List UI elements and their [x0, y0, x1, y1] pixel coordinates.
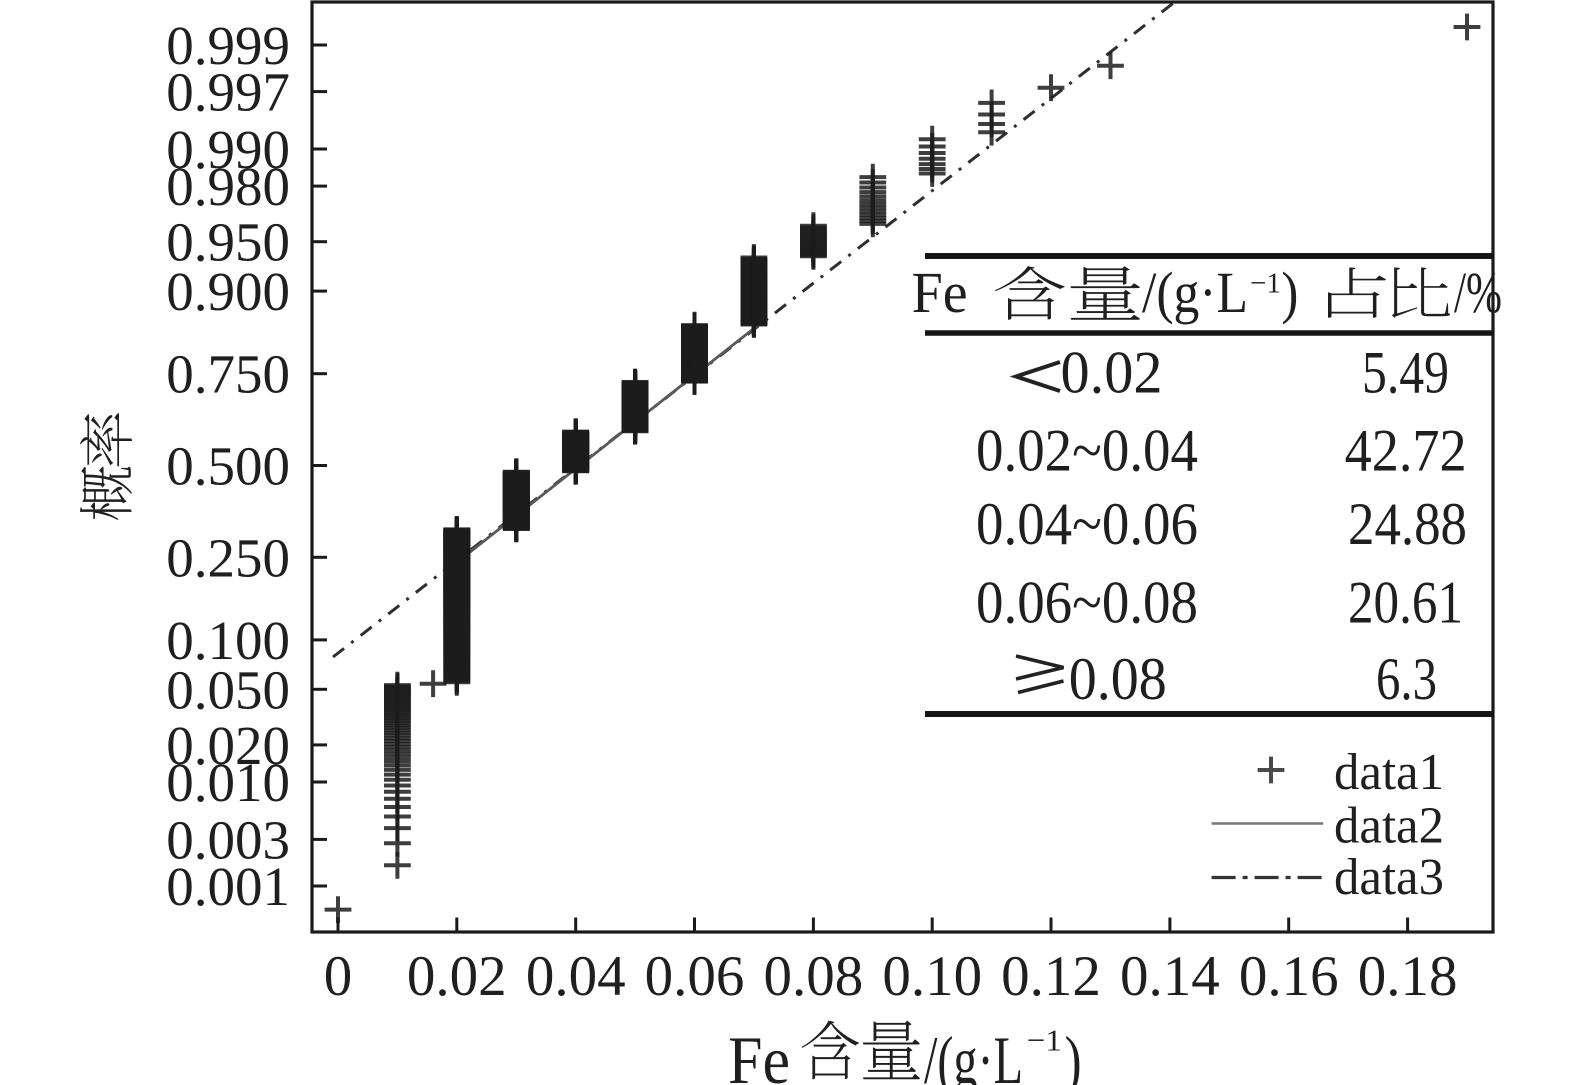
svg-text:/%: /%	[1454, 260, 1502, 325]
svg-text:0.04: 0.04	[526, 945, 626, 1008]
svg-text:0.950: 0.950	[166, 212, 290, 273]
svg-text:0.750: 0.750	[166, 344, 290, 405]
svg-text:0.12: 0.12	[1001, 945, 1101, 1008]
svg-text:0.003: 0.003	[166, 809, 290, 870]
svg-text:0.10: 0.10	[882, 945, 982, 1008]
svg-text:): )	[1065, 1022, 1082, 1085]
svg-text:0.02: 0.02	[407, 945, 507, 1008]
svg-text:0.08: 0.08	[764, 945, 864, 1008]
svg-text:−1: −1	[1250, 268, 1281, 300]
svg-text:0.08: 0.08	[1069, 646, 1167, 712]
svg-text:0.500: 0.500	[166, 436, 290, 497]
svg-text:0.999: 0.999	[166, 15, 290, 76]
svg-text:0.980: 0.980	[166, 156, 290, 217]
svg-text:0.14: 0.14	[1120, 945, 1220, 1008]
svg-text:0.020: 0.020	[166, 715, 290, 776]
svg-text:0.010: 0.010	[166, 752, 290, 813]
svg-text:0.001: 0.001	[166, 856, 290, 917]
svg-text:0.04~0.06: 0.04~0.06	[976, 491, 1198, 557]
svg-text:42.72: 42.72	[1345, 418, 1467, 484]
svg-text:0.18: 0.18	[1358, 945, 1458, 1008]
svg-text:0.06~0.08: 0.06~0.08	[976, 570, 1198, 636]
svg-text:data3: data3	[1334, 849, 1444, 906]
svg-text:): )	[1281, 260, 1298, 325]
svg-text:0.16: 0.16	[1239, 945, 1339, 1008]
svg-text:5.49: 5.49	[1362, 340, 1449, 406]
svg-text:0.990: 0.990	[166, 119, 290, 180]
svg-text:−1: −1	[1027, 1023, 1062, 1058]
svg-text:6.3: 6.3	[1376, 646, 1437, 712]
svg-text:data2: data2	[1334, 798, 1444, 855]
svg-text:0: 0	[324, 945, 353, 1008]
svg-text:Fe: Fe	[912, 260, 968, 325]
svg-text:20.61: 20.61	[1348, 570, 1463, 636]
svg-text:/(g·L: /(g·L	[924, 1022, 1023, 1085]
svg-text:0.997: 0.997	[166, 62, 290, 123]
svg-text:data1: data1	[1334, 744, 1444, 801]
svg-text:24.88: 24.88	[1348, 491, 1467, 557]
svg-text:Fe: Fe	[728, 1022, 790, 1085]
svg-text:0.100: 0.100	[166, 610, 290, 671]
svg-text:/(g·L: /(g·L	[1142, 260, 1248, 325]
svg-text:0.02~0.04: 0.02~0.04	[976, 418, 1198, 484]
svg-text:0.02: 0.02	[1061, 340, 1163, 406]
svg-text:0.900: 0.900	[166, 261, 290, 322]
svg-text:0.250: 0.250	[166, 527, 290, 588]
svg-text:0.050: 0.050	[166, 659, 290, 720]
svg-text:0.06: 0.06	[645, 945, 745, 1008]
